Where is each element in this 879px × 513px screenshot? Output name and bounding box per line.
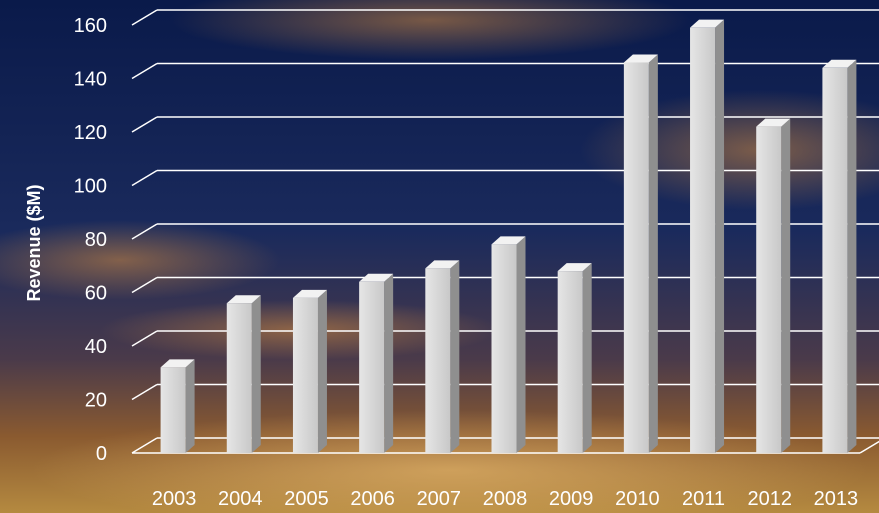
bar-top <box>226 295 261 304</box>
background-cloud <box>170 0 690 60</box>
y-tick-labels: 0 20 40 60 80 100 120 140 160 <box>74 15 107 465</box>
y-tick-label: 120 <box>74 122 107 144</box>
bar-top <box>623 54 658 63</box>
grid-line-side <box>131 330 158 347</box>
bar <box>690 19 725 454</box>
bar <box>557 263 592 453</box>
bar <box>623 54 658 453</box>
bar-side <box>847 59 857 454</box>
y-tick-label: 0 <box>96 443 107 465</box>
x-tick-label: 2013 <box>814 488 859 510</box>
y-tick-label: 20 <box>85 390 107 412</box>
grid-line-side <box>131 276 158 294</box>
bar <box>292 289 327 453</box>
bar-top <box>292 289 327 298</box>
bar <box>425 260 460 453</box>
bar <box>226 295 261 453</box>
bar-front <box>491 244 517 453</box>
grid-line-side <box>131 62 158 80</box>
bar-front <box>425 268 451 453</box>
bar-top <box>491 236 526 245</box>
bar-side <box>516 236 526 453</box>
bar-side <box>251 295 261 453</box>
bar-front <box>822 67 848 454</box>
bar-front <box>292 297 318 453</box>
y-tick-label: 40 <box>85 336 107 358</box>
bar-layer <box>160 19 857 454</box>
bar-front <box>226 303 252 453</box>
bar <box>160 359 195 453</box>
grid-line-side <box>131 223 158 240</box>
bar-side <box>715 19 725 454</box>
bar <box>756 118 791 454</box>
x-tick-label: 2006 <box>350 488 395 510</box>
bar-top <box>756 118 791 127</box>
bar-front <box>756 126 782 454</box>
bar-front <box>690 27 716 454</box>
x-tick-label: 2011 <box>682 488 725 510</box>
floor-edge <box>859 440 879 454</box>
bar-top <box>822 59 857 68</box>
bar-top <box>690 19 725 28</box>
x-tick-label: 2012 <box>747 488 792 510</box>
x-tick-label: 2005 <box>284 488 329 510</box>
grid-line-side <box>131 383 158 401</box>
x-tick-label: 2003 <box>152 488 197 510</box>
bar-side <box>648 54 658 453</box>
y-tick-label: 80 <box>85 229 107 251</box>
grid-line-side <box>131 169 158 187</box>
x-tick-label: 2009 <box>549 488 594 510</box>
bar-front <box>557 271 583 453</box>
bar-side <box>317 289 327 453</box>
bar-side <box>384 273 394 453</box>
bar-side <box>582 263 592 453</box>
y-tick-label: 60 <box>85 283 107 305</box>
background-cloud <box>0 220 280 300</box>
grid-line-side <box>131 116 158 133</box>
bar-front <box>623 62 649 453</box>
bar-side <box>781 118 791 454</box>
x-tick-label: 2008 <box>483 488 528 510</box>
x-tick-label: 2010 <box>615 488 660 510</box>
bar <box>359 273 394 453</box>
bar-front <box>160 367 186 453</box>
x-tick-label: 2007 <box>417 488 462 510</box>
x-tick-label: 2004 <box>218 488 263 510</box>
bar-side <box>450 260 460 453</box>
bar-front <box>359 281 385 453</box>
bar-side <box>185 359 195 453</box>
y-tick-label: 140 <box>74 69 107 91</box>
y-tick-label: 160 <box>74 15 107 37</box>
bar-top <box>160 359 195 368</box>
bar-top <box>425 260 460 269</box>
grid-line-side <box>131 437 158 454</box>
y-tick-label: 100 <box>74 176 107 198</box>
grid-line-side <box>131 9 158 26</box>
bar <box>822 59 857 454</box>
y-axis-title: Revenue ($M) <box>24 184 44 301</box>
x-tick-labels: 2003 2004 2005 2006 2007 2008 2009 2010 2011 2012… <box>152 488 858 510</box>
bar-top <box>557 263 592 272</box>
bar-top <box>359 273 394 282</box>
bar <box>491 236 526 453</box>
